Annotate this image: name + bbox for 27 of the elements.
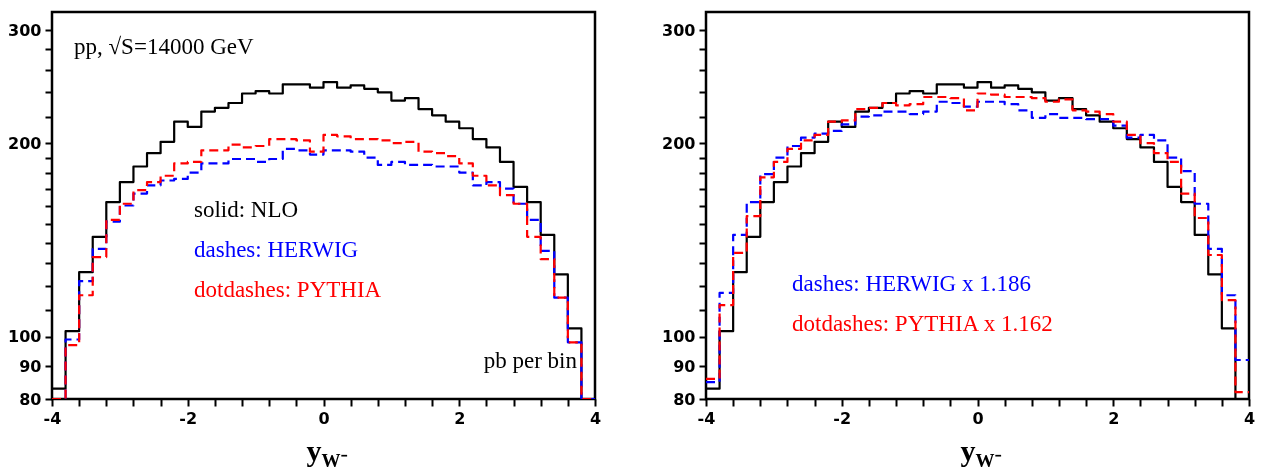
y-tick-label: 100 — [662, 327, 696, 347]
annotation: pb per bin — [483, 348, 578, 373]
y-tick-label: 80 — [19, 389, 42, 409]
x-tick-label: 0 — [972, 408, 984, 428]
x-tick-label: 2 — [1108, 408, 1120, 428]
y-tick-label: 300 — [8, 20, 42, 40]
text: dashes: HERWIG — [194, 237, 359, 262]
x-tick-label: -4 — [43, 408, 62, 428]
y-tick-label: 100 — [8, 327, 42, 347]
y-tick-label: 80 — [673, 389, 696, 409]
y-tick-label: 90 — [19, 356, 42, 376]
text: dashes: HERWIG x 1.186 — [792, 271, 1031, 296]
y-tick-label: 300 — [662, 20, 696, 40]
x-tick-label: -4 — [697, 408, 716, 428]
x-tick-label: 2 — [454, 408, 466, 428]
text: solid: NLO — [194, 197, 299, 222]
y-tick-label: 200 — [8, 133, 42, 153]
x-tick-label: -2 — [179, 408, 198, 428]
y-tick-label: 200 — [662, 133, 696, 153]
x-tick-label: 4 — [589, 408, 602, 428]
x-tick-label: 4 — [1243, 408, 1256, 428]
x-tick-label: 0 — [318, 408, 330, 428]
text: dotdashes: PYTHIA — [194, 277, 382, 302]
text: dotdashes: PYTHIA x 1.162 — [792, 311, 1053, 336]
annotation: pp, √S=14000 GeV — [74, 34, 254, 59]
x-tick-label: -2 — [833, 408, 852, 428]
y-tick-label: 90 — [673, 356, 696, 376]
